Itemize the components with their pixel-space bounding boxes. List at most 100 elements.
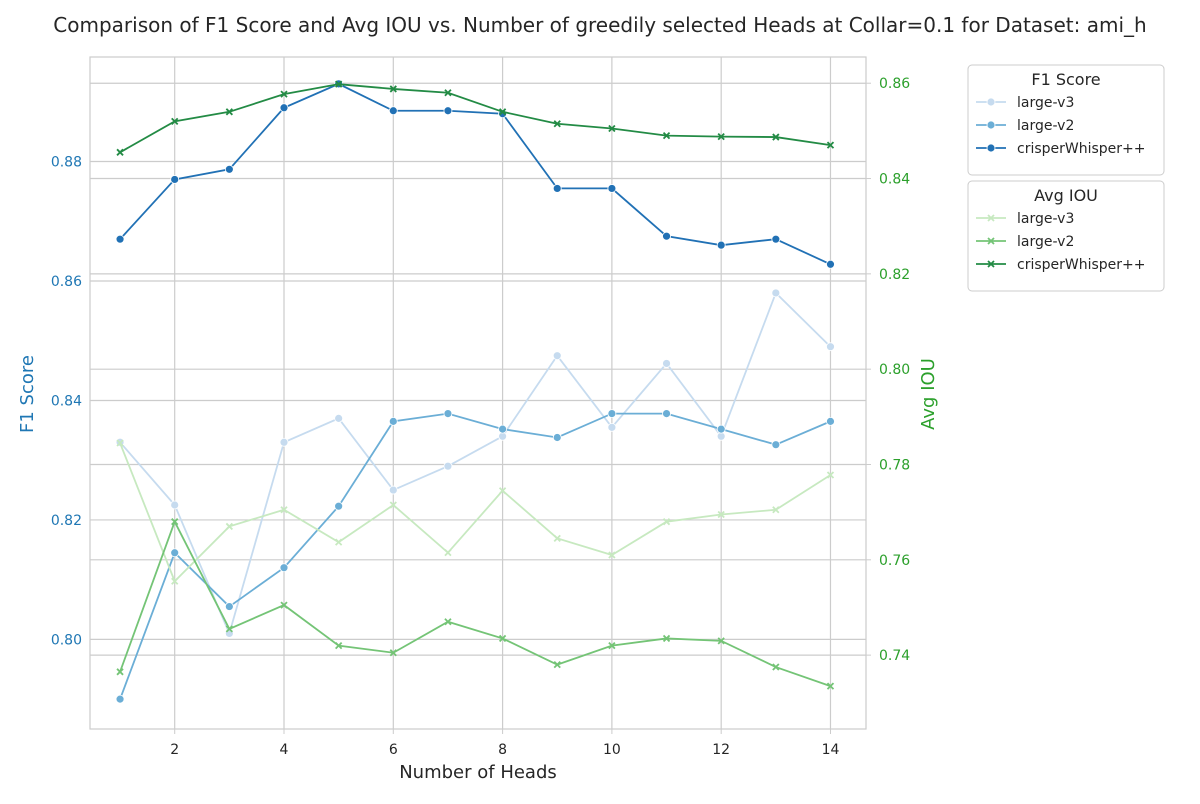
legend-swatch-marker bbox=[986, 120, 996, 130]
right-y-tick-label: 0.74 bbox=[879, 648, 910, 664]
f1-large-v2-point bbox=[279, 563, 289, 573]
f1-large-v3-point bbox=[771, 288, 781, 298]
f1-large-v2-point bbox=[443, 409, 453, 419]
iou-crisperwhisper-series bbox=[116, 80, 835, 156]
iou-large-v3-point bbox=[772, 506, 780, 514]
legend-title: F1 Score bbox=[1031, 70, 1100, 89]
f1-large-v2-series bbox=[115, 409, 835, 704]
f1-large-v3-point bbox=[662, 359, 671, 368]
x-tick-label: 14 bbox=[822, 742, 840, 758]
iou-large-v3-point bbox=[717, 510, 725, 519]
iou-crisperwhisper-point bbox=[225, 108, 233, 116]
iou-large-v2-point bbox=[662, 634, 671, 643]
f1-crisperwhisper-point bbox=[826, 259, 835, 269]
iou-crisperwhisper-point bbox=[444, 89, 452, 97]
f1-large-v2-point bbox=[170, 548, 180, 558]
legend-title: Avg IOU bbox=[1034, 186, 1098, 205]
f1-large-v3-point bbox=[279, 437, 289, 447]
legend-swatch-marker bbox=[987, 260, 995, 268]
grid bbox=[90, 57, 866, 729]
iou-crisperwhisper-point bbox=[280, 90, 288, 98]
iou-large-v2-point bbox=[553, 661, 561, 669]
legend: F1 Score large-v3 large-v2 crisperWhisper++… bbox=[967, 64, 1165, 292]
iou-large-v2-point bbox=[498, 634, 507, 643]
iou-large-v2-point bbox=[717, 637, 725, 645]
iou-large-v2-line bbox=[119, 519, 831, 687]
iou-large-v2-point bbox=[444, 618, 452, 626]
iou-large-v2-point bbox=[335, 641, 343, 650]
left-y-tick-label: 0.82 bbox=[51, 513, 82, 529]
iou-crisperwhisper-point bbox=[498, 108, 507, 116]
iou-large-v3-series bbox=[116, 439, 835, 585]
iou-large-v3-point bbox=[389, 501, 397, 509]
iou-large-v3-point bbox=[826, 471, 835, 479]
f1-crisperwhisper-line bbox=[119, 82, 831, 266]
plot-area bbox=[89, 56, 867, 730]
f1-large-v2-point bbox=[334, 501, 344, 511]
right-y-tick-label: 0.78 bbox=[879, 457, 910, 473]
x-axis: 2 4 6 8 10 12 14 bbox=[170, 729, 839, 758]
x-axis-label: Number of Heads bbox=[399, 762, 557, 783]
f1-crisperwhisper-point bbox=[443, 106, 453, 116]
iou-large-v3-line bbox=[119, 442, 831, 583]
iou-crisperwhisper-point bbox=[826, 141, 835, 149]
f1-large-v2-point bbox=[771, 440, 781, 450]
f1-crisperwhisper-point bbox=[170, 175, 180, 184]
x-tick-label: 6 bbox=[389, 742, 398, 758]
series-layer bbox=[115, 79, 835, 704]
iou-crisperwhisper-point bbox=[608, 124, 616, 133]
iou-large-v3-point bbox=[335, 538, 343, 546]
f1-large-v3-point bbox=[826, 342, 835, 352]
f1-large-v3-point bbox=[334, 413, 344, 423]
iou-large-v2-point bbox=[608, 641, 616, 650]
iou-large-v3-point bbox=[171, 577, 179, 585]
iou-large-v3-point bbox=[280, 506, 288, 514]
f1-large-v2-point bbox=[388, 416, 398, 426]
x-tick-label: 8 bbox=[498, 742, 507, 758]
iou-crisperwhisper-point bbox=[772, 133, 780, 141]
x-tick-label: 2 bbox=[170, 742, 179, 758]
f1-large-v3-point bbox=[607, 422, 617, 432]
right-y-tick-label: 0.82 bbox=[879, 267, 910, 283]
f1-crisperwhisper-point bbox=[607, 184, 617, 193]
iou-large-v2-point bbox=[280, 601, 288, 609]
legend-swatch-marker bbox=[986, 97, 996, 107]
iou-large-v2-point bbox=[826, 682, 835, 690]
left-y-tick-label: 0.84 bbox=[51, 393, 82, 409]
right-y-tick-label: 0.80 bbox=[879, 362, 910, 378]
iou-large-v3-point bbox=[225, 522, 233, 531]
f1-large-v3-series bbox=[115, 288, 835, 638]
f1-large-v2-point bbox=[224, 602, 234, 611]
legend-entry-label: large-v3 bbox=[1017, 95, 1074, 111]
f1-crisperwhisper-point bbox=[224, 164, 234, 174]
f1-large-v2-point bbox=[115, 694, 125, 704]
iou-large-v3-point bbox=[444, 549, 452, 557]
iou-large-v3-point bbox=[498, 487, 507, 495]
f1-crisperwhisper-point bbox=[552, 184, 562, 193]
iou-large-v3-point bbox=[608, 551, 616, 559]
f1-large-v2-point bbox=[716, 424, 726, 434]
f1-large-v3-point bbox=[388, 485, 398, 495]
right-y-tick-label: 0.84 bbox=[879, 172, 910, 188]
legend-box bbox=[967, 180, 1165, 292]
iou-large-v2-point bbox=[171, 518, 179, 526]
iou-crisperwhisper-point bbox=[171, 117, 179, 125]
left-y-tick-label: 0.80 bbox=[51, 632, 82, 648]
right-y-tick-label: 0.76 bbox=[879, 553, 910, 569]
iou-crisperwhisper-point bbox=[389, 85, 397, 93]
iou-large-v3-point bbox=[553, 534, 561, 542]
iou-large-v3-point bbox=[662, 518, 671, 526]
legend-box bbox=[967, 64, 1165, 176]
x-tick-label: 4 bbox=[280, 742, 289, 758]
f1-large-v2-point bbox=[498, 424, 507, 434]
left-y-axis-label: F1 Score bbox=[17, 355, 38, 433]
chart-title: Comparison of F1 Score and Avg IOU vs. N… bbox=[53, 13, 1146, 37]
f1-crisperwhisper-series bbox=[115, 79, 835, 269]
f1-crisperwhisper-point bbox=[716, 240, 726, 250]
iou-large-v2-point bbox=[225, 625, 233, 633]
left-y-tick-label: 0.88 bbox=[51, 155, 82, 171]
iou-crisperwhisper-line bbox=[119, 83, 831, 154]
f1-large-v3-line bbox=[119, 291, 832, 637]
